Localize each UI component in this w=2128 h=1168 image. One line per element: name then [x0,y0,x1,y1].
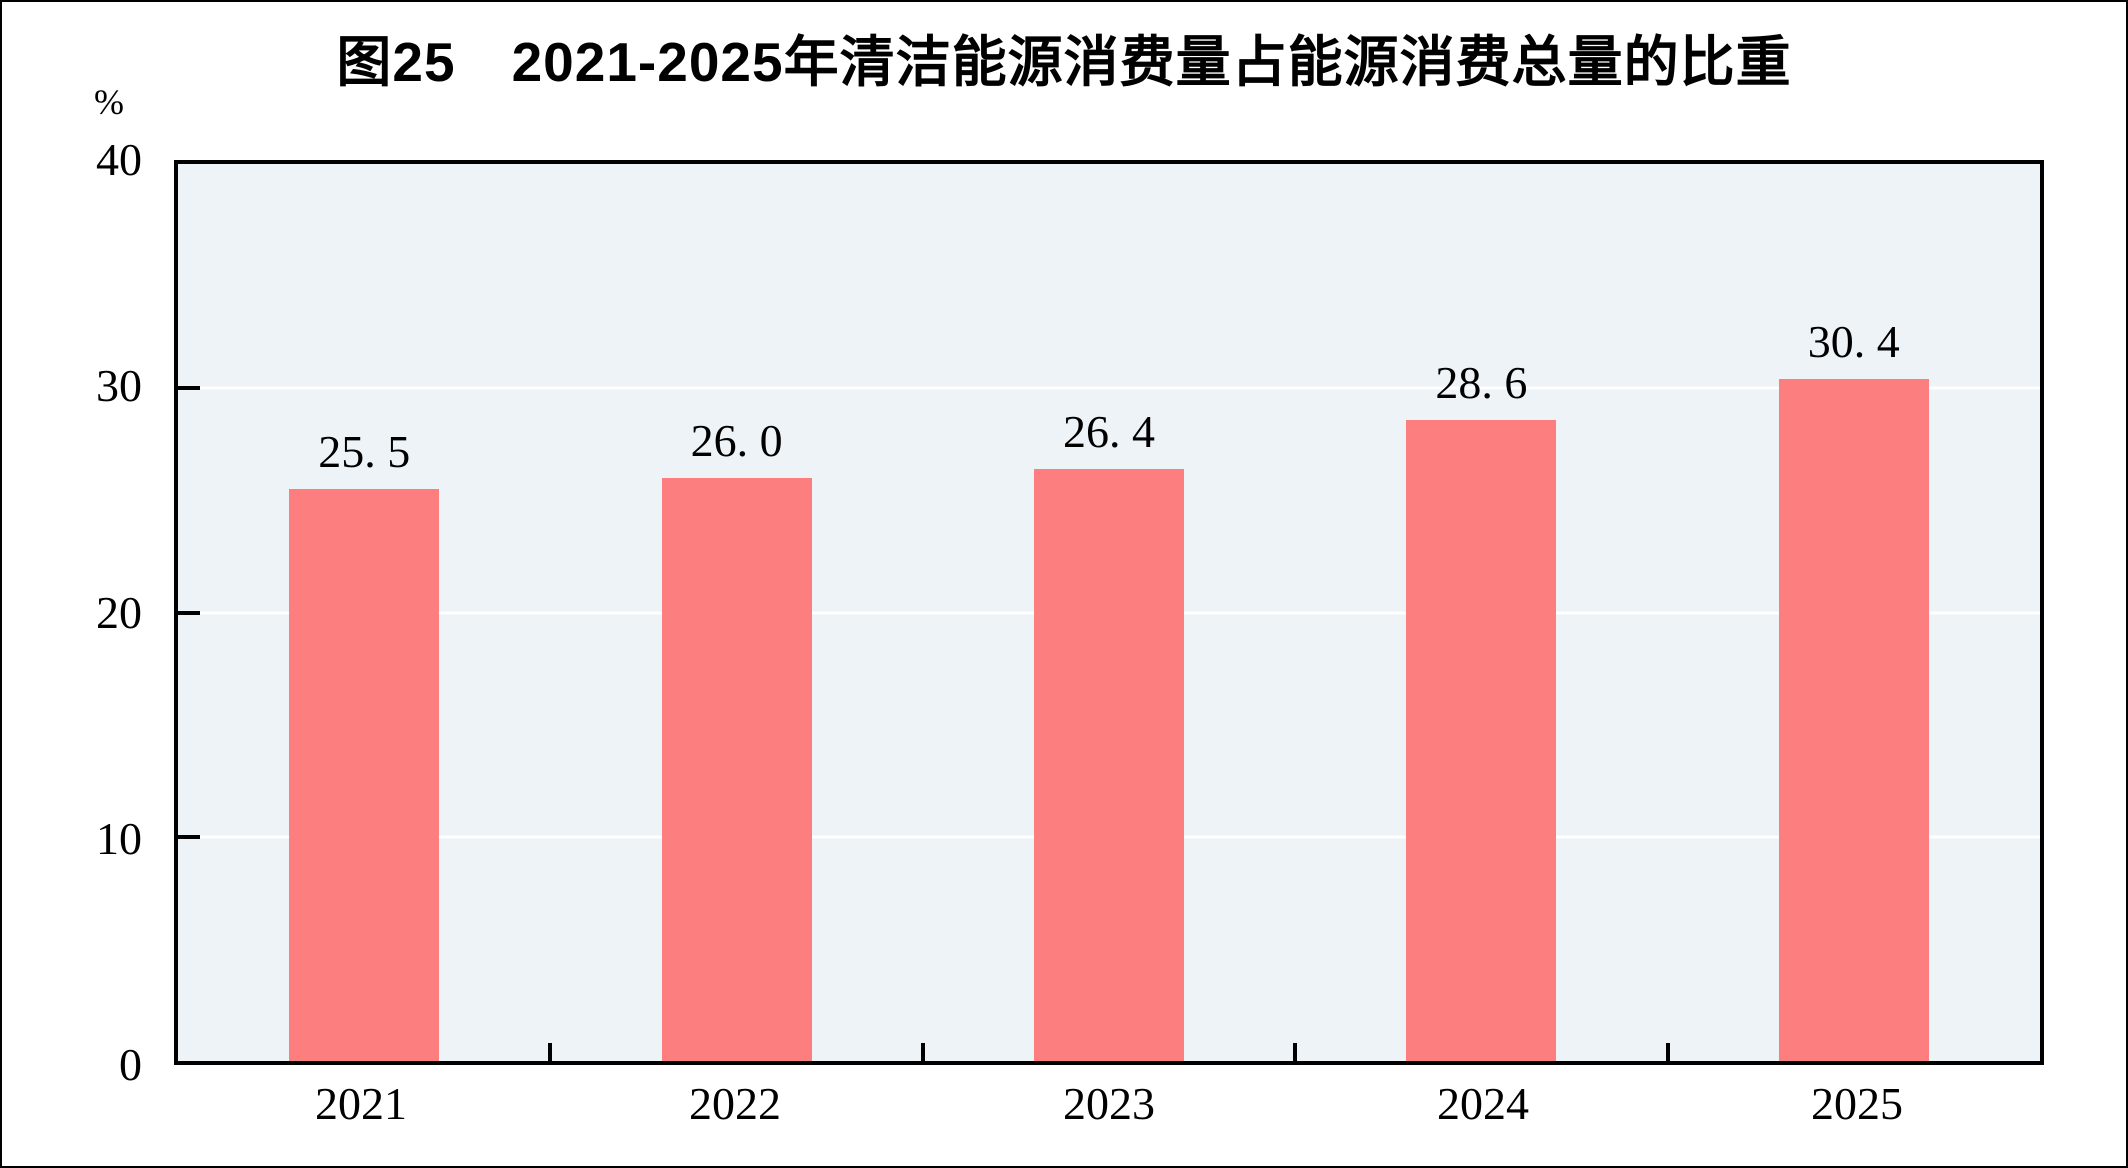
y-tick-label-10: 10 [96,812,142,864]
bar-2021: 25. 5 [289,427,440,1061]
bar-value-label-2023: 26. 4 [1063,405,1155,457]
chart-title: 图25 2021-2025年清洁能源消费量占能源消费总量的比重 [336,31,1792,93]
x-axis-labels: 2021 2022 2023 2024 2025 [174,1078,2044,1138]
y-tick-label-40: 40 [96,134,142,185]
y-tick-label-0: 0 [119,1039,142,1090]
y-tick-mark-10 [178,834,200,839]
x-tick-mark-1 [548,1043,553,1061]
bar-2023: 26. 4 [1034,406,1184,1061]
y-tick-label-30: 30 [96,360,142,412]
x-tick-label-2023: 2023 [1063,1078,1155,1129]
bar-value-label-2024: 28. 6 [1435,356,1528,408]
x-tick-label-2025: 2025 [1811,1078,1903,1129]
x-tick-mark-2 [920,1043,925,1061]
x-tick-label-2021: 2021 [315,1078,407,1129]
gridline-30 [178,386,2040,390]
bar-2025: 30. 4 [1778,317,1929,1061]
y-tick-label-20: 20 [96,586,142,638]
x-tick-mark-3 [1293,1043,1298,1061]
y-axis-labels: 40 30 20 10 0 [2,137,142,1088]
y-tick-mark-20 [178,610,200,615]
y-axis-unit-label: % [94,82,124,122]
bar-2024: 28. 6 [1406,357,1557,1061]
bar-value-label-2022: 26. 0 [690,414,783,466]
plot-area: 25. 5 26. 0 26. 4 28. 6 30. 4 [174,160,2044,1065]
bar-value-label-2025: 30. 4 [1807,316,1900,368]
x-tick-label-2022: 2022 [689,1078,781,1129]
x-tick-label-2024: 2024 [1437,1078,1529,1129]
y-tick-mark-30 [178,386,200,391]
bar-2022: 26. 0 [661,415,812,1061]
bar-value-label-2021: 25. 5 [318,426,411,478]
x-tick-mark-4 [1665,1043,1670,1061]
